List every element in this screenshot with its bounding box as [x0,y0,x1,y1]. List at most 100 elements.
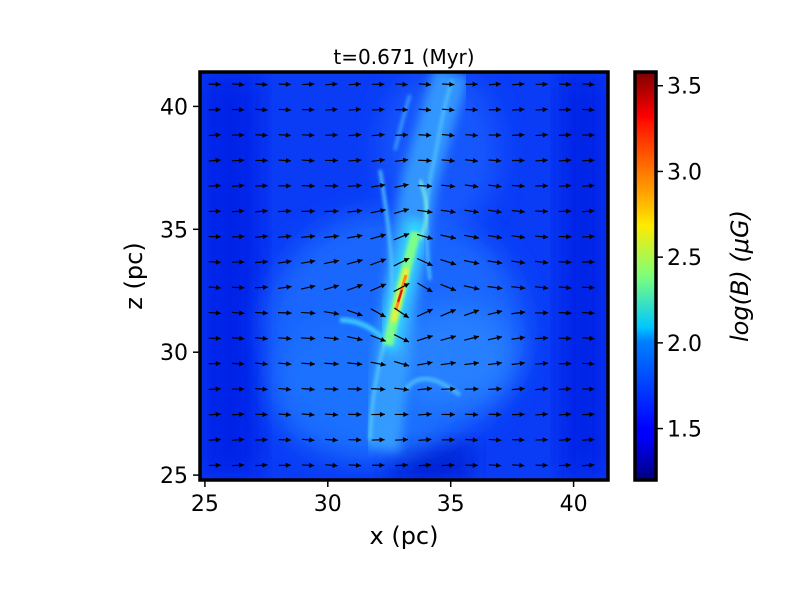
field-vector [371,462,385,468]
field-vector [393,333,410,343]
field-vector [487,360,502,366]
field-vector [487,259,503,266]
field-vector [511,310,526,316]
field-vector [487,335,503,341]
field-vector [346,258,363,265]
field-vector [278,335,292,341]
field-vector [440,258,457,266]
field-vector [302,462,315,468]
field-vector [465,462,478,468]
field-vector [393,233,410,241]
field-vector [488,81,502,87]
field-vector [464,335,480,341]
field-vector [301,132,315,138]
field-vector [465,81,478,87]
field-vector [488,437,502,443]
y-tick-label: 30 [160,341,188,366]
field-vector [582,157,595,164]
field-vector [325,157,338,164]
y-axis: 25 30 35 40 [160,95,200,489]
field-vector [300,310,316,316]
field-vector [231,386,245,392]
field-vector [393,282,410,293]
field-vector [558,335,572,341]
field-vector [371,437,385,443]
field-vector [208,259,221,265]
field-vector [232,81,245,87]
field-vector [302,107,315,113]
field-vector [231,208,245,214]
colorbar-label: log(B) (μG) [726,210,754,342]
field-vector [208,437,221,443]
field-vector [231,259,245,265]
field-vector [464,183,479,189]
field-vector [208,361,221,367]
field-vector [348,132,362,138]
field-vector [325,132,338,138]
field-vector [370,386,386,392]
field-vector [371,132,385,138]
field-vector [254,310,268,316]
field-vector [487,309,503,316]
field-vector [302,81,315,87]
field-vector [511,259,526,265]
field-vector [465,107,478,113]
field-vector [278,462,291,468]
colorbar-tick-label: 3.5 [667,75,702,100]
field-vector [278,386,292,392]
x-axis-label: x (pc) [370,522,439,550]
field-vector [278,183,292,189]
colorbar-tick-label: 2.5 [667,246,702,271]
field-vector [232,462,245,468]
field-vector [582,183,595,189]
field-vector [417,183,433,189]
field-vector [255,462,268,468]
field-vector [558,411,572,417]
field-vector [347,233,363,239]
colorbar: 1.5 2.0 2.5 3.0 3.5 log(B) (μG) [633,70,754,482]
field-vector [535,183,548,189]
field-vector [278,437,291,443]
field-vector [558,361,572,367]
field-vector [440,308,457,317]
field-vector [324,233,339,239]
field-vector [464,209,479,215]
field-vector [558,157,572,163]
field-vector [418,411,432,417]
field-vector [558,183,572,189]
y-tick-label: 35 [160,218,188,243]
field-vector [371,157,385,163]
field-vector [558,259,572,265]
field-vector [208,335,221,341]
field-vector [441,411,455,418]
field-vector [372,81,385,87]
field-vector [418,462,432,468]
field-vector [348,157,362,163]
field-vector [582,107,595,113]
field-vector [558,285,572,291]
field-vector [465,411,479,418]
field-vector [370,308,386,318]
field-vector [582,335,595,341]
field-vector [347,183,362,189]
field-vector [278,107,291,113]
field-vector [277,310,292,316]
field-vector [441,437,455,443]
field-vector [535,132,548,138]
field-vector [348,81,361,87]
field-vector [558,234,572,240]
field-vector [347,208,363,214]
field-vector [394,208,410,215]
field-vector [558,107,572,113]
field-vector [371,411,385,418]
field-vector [231,183,245,189]
field-vector [324,183,339,189]
field-vector [582,437,595,443]
field-vector [463,259,480,266]
field-vector [370,334,387,342]
field-vector [441,158,455,164]
field-vector [535,208,549,214]
x-tick-label: 30 [314,492,342,517]
field-vector [511,411,525,418]
